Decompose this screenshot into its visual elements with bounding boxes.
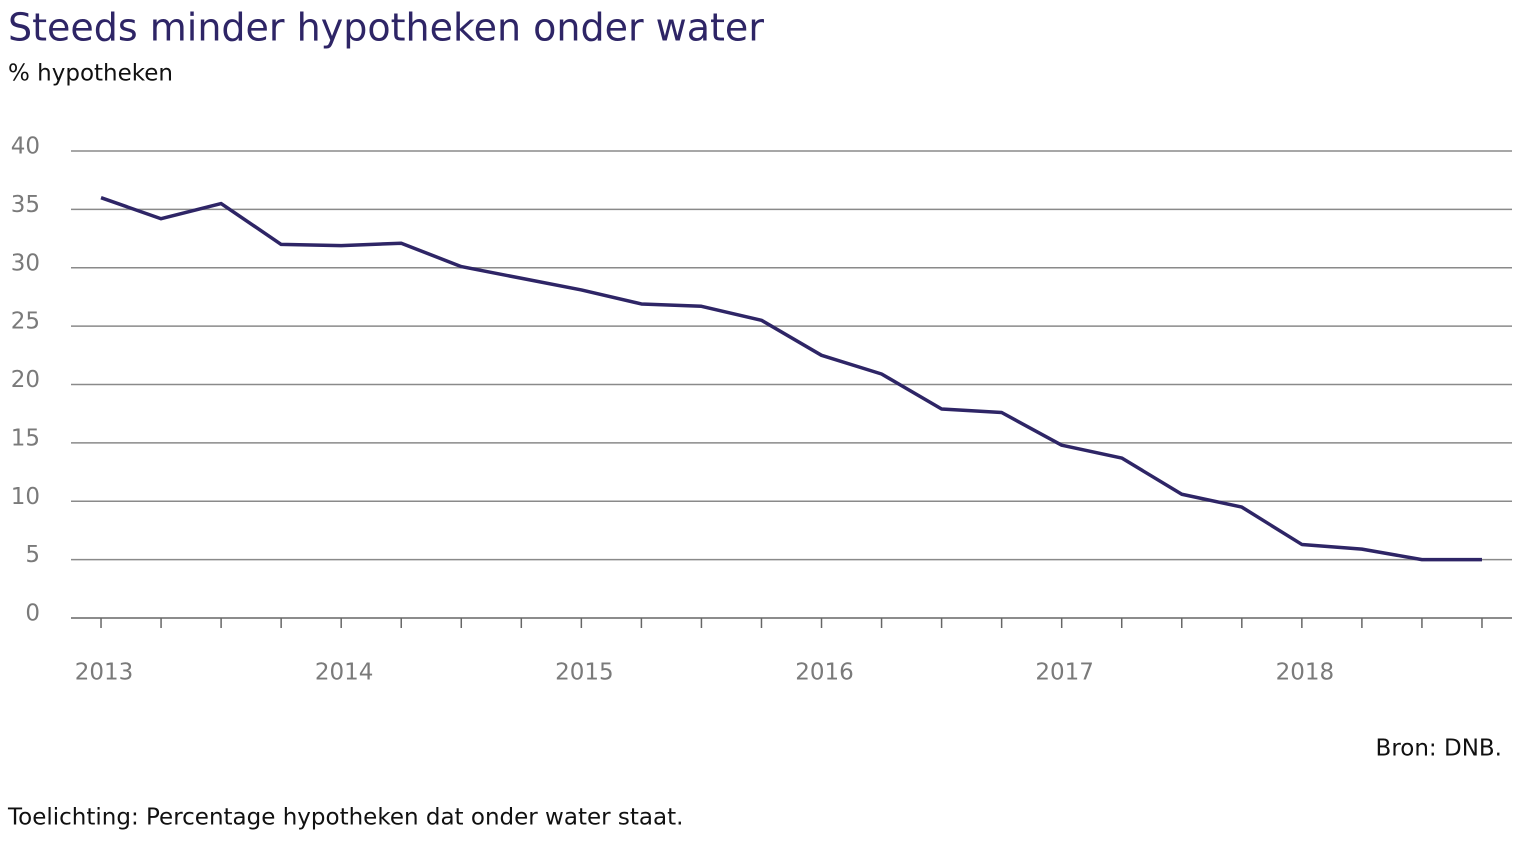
y-tick-label: 25 [11, 309, 40, 335]
x-tick-label: 2015 [555, 660, 614, 686]
chart-title: Steeds minder hypotheken onder water [8, 6, 764, 50]
y-tick-label: 30 [11, 250, 40, 276]
y-tick-label: 15 [11, 425, 40, 451]
y-tick-label: 5 [25, 542, 40, 568]
note: Toelichting: Percentage hypotheken dat o… [7, 805, 683, 831]
y-tick-label: 10 [11, 484, 40, 510]
chart-subtitle: % hypotheken [8, 61, 173, 87]
y-tick-label: 40 [11, 134, 40, 160]
x-tick-label: 2013 [75, 660, 134, 686]
x-tick-label: 2017 [1035, 660, 1094, 686]
y-tick-label: 35 [11, 192, 40, 218]
source: Bron: DNB. [1376, 736, 1502, 762]
y-tick-label: 0 [25, 601, 40, 627]
x-tick-label: 2014 [315, 660, 374, 686]
x-tick-label: 2016 [795, 660, 854, 686]
x-tick-label: 2018 [1276, 660, 1335, 686]
line [100, 196, 1482, 562]
y-tick-label: 20 [11, 367, 40, 393]
